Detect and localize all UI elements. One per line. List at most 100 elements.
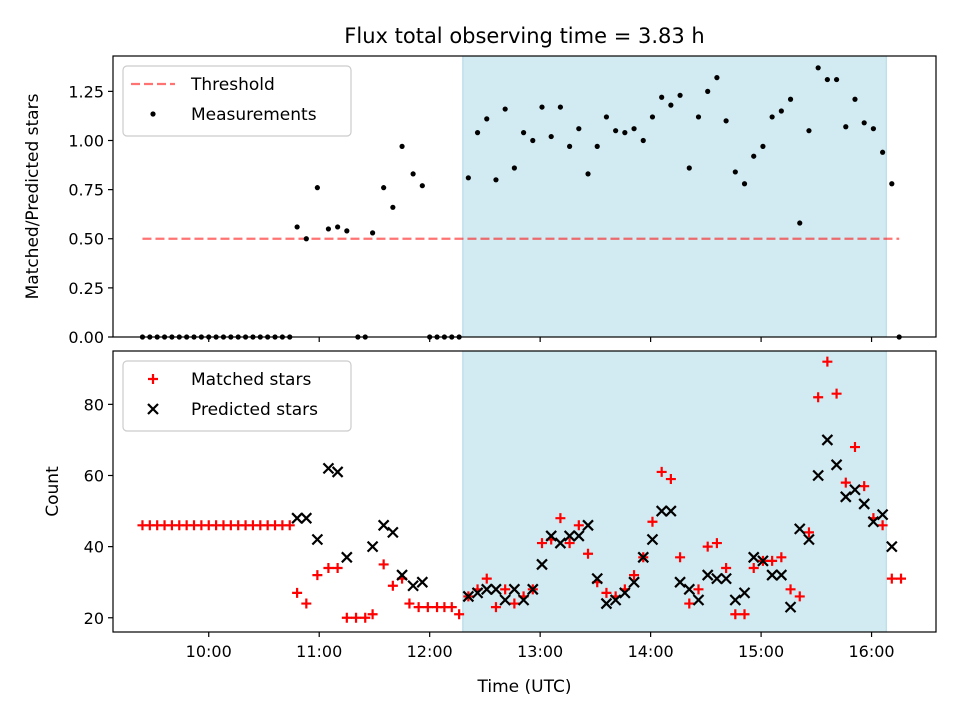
legend-label: Predicted stars — [191, 400, 318, 420]
data-point — [471, 587, 484, 599]
data-point — [769, 114, 775, 120]
data-point — [822, 356, 833, 367]
data-point — [787, 96, 794, 102]
data-point — [377, 519, 390, 532]
legend-label: Threshold — [190, 75, 275, 95]
data-point — [797, 220, 803, 226]
data-point — [322, 462, 335, 475]
data-point — [545, 530, 557, 542]
x-tick-label: 11:00 — [296, 642, 342, 661]
data-point — [702, 541, 713, 552]
data-point — [378, 559, 389, 570]
data-point — [325, 226, 332, 232]
data-point — [631, 126, 637, 132]
data-point — [341, 551, 353, 564]
chart-title: Flux total observing time = 3.83 h — [344, 24, 704, 48]
data-point — [665, 505, 677, 517]
data-point — [465, 175, 471, 181]
data-point — [852, 96, 858, 102]
data-point — [739, 609, 750, 620]
y-tick-label: 1.00 — [68, 131, 104, 150]
data-point — [413, 602, 424, 613]
data-point — [711, 538, 722, 549]
data-point — [539, 104, 545, 110]
data-point — [573, 530, 585, 542]
data-point — [843, 124, 849, 130]
data-point — [387, 580, 398, 591]
data-point — [668, 102, 674, 108]
data-point — [760, 143, 766, 149]
data-point — [877, 520, 888, 531]
data-point — [812, 469, 824, 482]
legend-box — [122, 65, 352, 137]
y-tick-label: 0.00 — [68, 328, 104, 347]
data-point — [583, 548, 594, 559]
data-point — [861, 120, 867, 126]
data-point — [594, 143, 600, 149]
data-point — [677, 92, 683, 98]
data-point — [490, 602, 501, 613]
data-point — [344, 228, 350, 234]
data-point — [674, 576, 686, 588]
data-point — [849, 483, 861, 496]
top-panel: 0.00 0.25 0.50 0.75 1.00 1.25 Matched/Predicte… — [23, 55, 937, 347]
data-point — [757, 555, 769, 567]
data-point — [701, 569, 714, 581]
data-point — [876, 508, 889, 521]
data-point — [656, 466, 667, 477]
data-point — [381, 185, 387, 191]
y-axis-label: Count — [43, 466, 63, 517]
data-point — [730, 609, 741, 620]
data-point — [557, 104, 564, 110]
data-point — [517, 594, 530, 606]
data-point — [407, 579, 419, 592]
data-point — [714, 75, 720, 81]
data-point — [693, 584, 704, 595]
observing-span-shade — [462, 55, 887, 338]
data-point — [446, 602, 457, 613]
data-point — [692, 594, 705, 606]
data-point — [711, 572, 723, 585]
y-tick-label: 60 — [84, 466, 104, 485]
data-point — [331, 466, 344, 478]
data-point — [613, 128, 619, 134]
x-tick-label: 16:00 — [849, 642, 895, 661]
data-point — [723, 118, 729, 124]
y-tick-label: 80 — [84, 395, 104, 414]
axes-frame — [112, 55, 937, 338]
x-tick-label: 14:00 — [628, 642, 674, 661]
data-point — [370, 230, 376, 236]
series-measurements — [139, 65, 902, 340]
y-tick-label: 0.75 — [68, 181, 104, 200]
data-point — [831, 388, 842, 399]
data-point — [493, 177, 499, 183]
data-point — [404, 598, 415, 609]
legend-label: Matched stars — [191, 370, 311, 390]
data-point — [530, 137, 536, 144]
data-point — [840, 477, 851, 488]
data-point — [619, 587, 631, 599]
legend-marker — [150, 111, 156, 117]
data-point — [291, 512, 303, 524]
data-point — [741, 181, 748, 187]
bottom-panel: 20 40 60 80 10:00 11:00 12:00 13:00 14:00 15:00 16… — [43, 350, 937, 661]
data-point — [720, 572, 732, 585]
data-point — [622, 130, 628, 136]
data-point — [490, 583, 502, 596]
data-point — [600, 597, 613, 610]
data-point — [803, 533, 815, 546]
data-point — [511, 165, 517, 171]
data-point — [729, 594, 742, 606]
data-point — [367, 609, 378, 620]
data-point — [311, 533, 324, 546]
data-point — [536, 538, 547, 549]
data-point — [603, 114, 610, 120]
y-tick-label: 20 — [84, 609, 104, 628]
data-point — [567, 143, 573, 149]
data-point — [582, 519, 594, 532]
data-point — [859, 481, 870, 492]
data-point — [481, 573, 492, 584]
data-point — [721, 562, 732, 573]
y-tick-label: 0.25 — [68, 279, 104, 298]
